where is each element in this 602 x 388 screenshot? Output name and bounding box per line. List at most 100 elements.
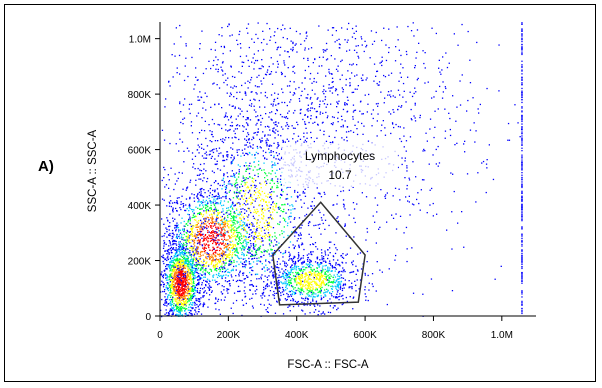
- event-dot: [266, 208, 268, 210]
- event-dot: [384, 97, 386, 99]
- event-dot: [308, 284, 310, 287]
- event-dot: [258, 192, 260, 194]
- event-dot: [218, 147, 221, 149]
- event-dot: [181, 307, 184, 309]
- event-dot: [290, 285, 293, 287]
- event-dot: [228, 235, 230, 237]
- event-dot: [246, 276, 248, 278]
- event-dot: [194, 216, 196, 218]
- event-dot: [197, 231, 199, 233]
- event-dot: [204, 290, 206, 292]
- event-dot: [189, 292, 191, 295]
- event-dot: [254, 157, 256, 159]
- event-dot: [193, 225, 195, 227]
- event-dot: [162, 275, 165, 277]
- event-dot: [222, 226, 224, 228]
- event-dot: [320, 263, 322, 265]
- event-dot: [246, 225, 248, 227]
- event-dot: [197, 253, 200, 255]
- event-dot: [344, 270, 346, 273]
- event-dot: [197, 311, 200, 313]
- event-dot: [203, 238, 205, 240]
- event-dot: [175, 271, 177, 273]
- event-dot: [331, 265, 333, 267]
- event-dot: [195, 258, 198, 260]
- event-dot: [243, 240, 245, 242]
- event-dot: [200, 189, 202, 191]
- event-dot: [241, 185, 244, 187]
- event-dot: [407, 25, 409, 28]
- event-dot: [163, 240, 165, 242]
- event-dot: [197, 239, 200, 241]
- event-dot: [232, 302, 235, 304]
- event-dot: [193, 219, 196, 221]
- event-dot: [211, 261, 213, 263]
- event-dot: [272, 267, 275, 270]
- event-dot: [228, 280, 230, 282]
- event-dot: [324, 289, 326, 291]
- event-dot: [161, 218, 163, 220]
- event-dot: [244, 138, 246, 140]
- event-dot: [183, 161, 185, 163]
- event-dot: [192, 277, 195, 279]
- event-dot: [180, 289, 183, 291]
- event-dot: [375, 75, 377, 77]
- event-dot: [171, 275, 173, 278]
- event-dot: [305, 32, 307, 34]
- event-dot: [236, 255, 238, 257]
- event-dot: [201, 129, 203, 131]
- event-dot: [217, 300, 219, 302]
- event-dot: [255, 236, 257, 238]
- event-dot: [189, 205, 191, 207]
- event-dot: [216, 163, 218, 165]
- event-dot: [340, 60, 342, 63]
- event-dot: [204, 247, 206, 249]
- event-dot: [172, 209, 174, 211]
- event-dot: [164, 304, 166, 306]
- event-dot: [205, 243, 207, 246]
- event-dot: [282, 128, 284, 130]
- event-dot: [321, 274, 323, 277]
- event-dot: [368, 289, 370, 291]
- event-dot: [315, 271, 317, 273]
- event-dot: [451, 290, 454, 292]
- event-dot: [206, 196, 208, 198]
- event-dot: [275, 273, 278, 275]
- event-dot: [214, 239, 216, 241]
- event-dot: [187, 283, 189, 286]
- event-dot: [215, 263, 217, 265]
- event-dot: [237, 164, 239, 166]
- event-dot: [252, 231, 254, 233]
- event-dot: [184, 258, 186, 260]
- event-dot: [328, 262, 330, 265]
- event-dot: [184, 244, 186, 246]
- event-dot: [255, 179, 257, 182]
- event-dot: [267, 217, 270, 219]
- event-dot: [365, 79, 367, 81]
- event-dot: [332, 259, 335, 261]
- event-dot: [222, 254, 224, 256]
- event-dot: [338, 275, 341, 278]
- event-dot: [203, 239, 205, 242]
- event-dot: [325, 276, 327, 278]
- event-dot: [222, 70, 224, 72]
- event-dot: [170, 249, 172, 252]
- event-dot: [213, 200, 215, 202]
- event-dot: [289, 241, 292, 243]
- event-dot: [169, 267, 171, 269]
- event-dot: [235, 247, 238, 250]
- event-dot: [232, 246, 234, 248]
- event-dot: [452, 95, 454, 97]
- event-dot: [277, 186, 279, 189]
- event-dot: [216, 242, 218, 244]
- event-dot: [167, 264, 169, 266]
- event-dot: [271, 180, 274, 182]
- event-dot: [177, 177, 179, 180]
- event-dot: [277, 281, 279, 283]
- event-dot: [229, 214, 232, 216]
- event-dot: [215, 231, 217, 233]
- event-dot: [218, 230, 221, 232]
- event-dot: [179, 281, 181, 283]
- event-dot: [188, 268, 190, 271]
- event-dot: [183, 275, 185, 277]
